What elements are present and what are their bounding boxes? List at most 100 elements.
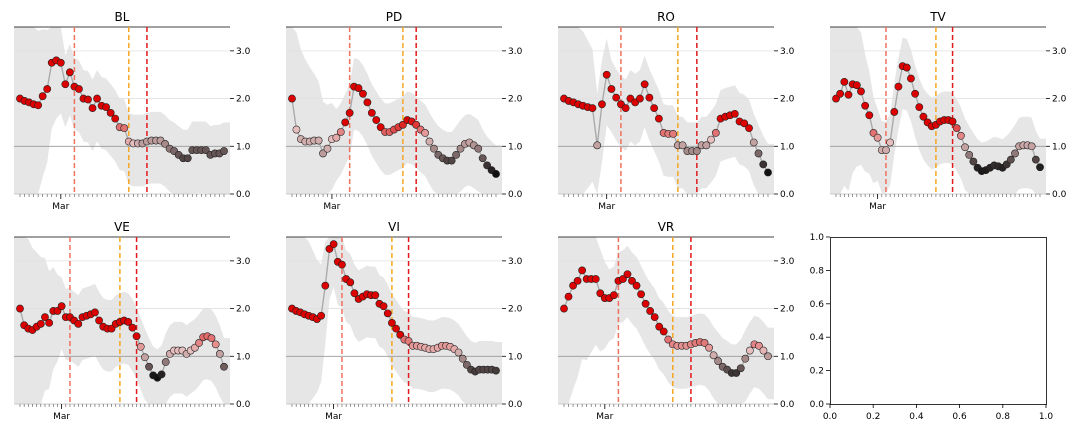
- x-tick-label: 0.2: [866, 412, 880, 422]
- data-point: [93, 94, 101, 103]
- data-point: [1006, 155, 1015, 164]
- data-point: [363, 98, 372, 107]
- data-point: [456, 144, 465, 153]
- y-tick-label: 2.0: [780, 95, 795, 105]
- x-tick-label: 0.8: [996, 412, 1011, 422]
- data-point: [759, 160, 768, 169]
- data-point: [183, 154, 192, 163]
- data-point: [564, 292, 573, 301]
- y-tick-label: 1.0: [236, 352, 251, 362]
- data-point: [607, 85, 616, 93]
- data-point: [371, 291, 380, 300]
- data-point: [492, 170, 500, 178]
- data-point: [412, 120, 421, 129]
- data-point: [573, 276, 582, 285]
- data-point: [425, 137, 434, 146]
- y-tick-label: 3.0: [236, 257, 251, 267]
- data-point: [215, 349, 224, 358]
- y-tick-label: 1.0: [236, 142, 251, 152]
- panel-title: RO: [657, 10, 675, 24]
- data-point: [621, 104, 630, 113]
- data-point: [474, 144, 483, 153]
- data-point: [1011, 149, 1019, 158]
- y-tick-label: 0.0: [236, 400, 251, 410]
- data-point: [120, 124, 129, 133]
- data-point: [956, 131, 965, 140]
- data-point: [669, 129, 678, 138]
- y-tick-label: 1.0: [1052, 142, 1067, 152]
- data-point: [84, 95, 92, 104]
- panel-title: VR: [658, 220, 675, 234]
- data-point: [705, 343, 713, 352]
- y-tick-label: 3.0: [508, 257, 523, 267]
- data-point: [857, 87, 865, 96]
- data-point: [965, 150, 974, 159]
- data-point: [379, 302, 388, 311]
- data-point: [890, 108, 899, 116]
- data-point: [654, 114, 663, 123]
- data-point: [478, 154, 487, 163]
- data-point: [136, 342, 145, 351]
- data-point: [74, 319, 83, 328]
- data-point: [452, 150, 460, 159]
- data-point: [952, 124, 961, 133]
- data-point: [907, 74, 915, 83]
- data-point: [588, 104, 597, 113]
- data-point: [321, 281, 330, 290]
- data-point: [730, 109, 739, 118]
- data-point: [646, 307, 655, 315]
- y-tick-label: 0.0: [780, 190, 795, 200]
- panel-empty: 0.0 0.2 0.4 0.6 0.8 1.0 0.0 0.2 0.4 0.6 0.8 1.0: [810, 233, 1054, 422]
- data-point: [961, 143, 969, 152]
- data-point: [749, 138, 758, 147]
- data-point: [915, 103, 924, 112]
- data-point: [195, 339, 203, 347]
- data-point: [314, 136, 323, 145]
- data-point: [43, 85, 52, 93]
- y-tick-label: 0.0: [1052, 190, 1067, 200]
- data-point: [350, 289, 359, 298]
- data-point: [388, 318, 396, 327]
- data-point: [692, 147, 701, 155]
- axes-frame: [830, 237, 1047, 405]
- data-point: [376, 123, 385, 132]
- data-point: [106, 108, 115, 117]
- panel-pd: PD Mar 0.0 1.0 2.0 3.0: [286, 10, 523, 212]
- panel-title: VI: [388, 220, 400, 234]
- data-point: [336, 128, 345, 136]
- data-point: [288, 94, 296, 103]
- data-point: [711, 129, 720, 137]
- panel-ro: RO Mar 0.0 1.0 2.0 3.0: [558, 10, 795, 212]
- y-tick-label: 0.0: [508, 400, 523, 410]
- x-tick-label: Mar: [869, 202, 886, 212]
- data-point: [619, 275, 627, 283]
- data-point: [844, 90, 853, 99]
- data-point: [969, 157, 978, 166]
- data-point: [161, 139, 169, 148]
- data-point: [709, 351, 718, 360]
- data-point: [492, 366, 500, 375]
- data-point: [873, 133, 882, 142]
- data-point: [637, 290, 645, 299]
- y-tick-label: 2.0: [1052, 95, 1067, 105]
- data-point: [128, 323, 137, 332]
- data-point: [598, 100, 606, 109]
- y-tick-label: 2.0: [780, 305, 795, 315]
- panel-title: VE: [114, 220, 130, 234]
- y-tick-label: 3.0: [508, 47, 523, 57]
- data-point: [861, 101, 870, 110]
- data-point: [16, 304, 24, 313]
- data-point: [632, 281, 641, 290]
- data-point: [354, 84, 363, 92]
- y-tick-label: 2.0: [236, 305, 251, 315]
- data-point: [346, 278, 355, 287]
- data-point: [569, 281, 577, 290]
- y-tick-label: 0.0: [236, 190, 251, 200]
- data-point: [591, 275, 600, 283]
- data-point: [755, 341, 763, 350]
- data-point: [57, 302, 66, 311]
- data-point: [602, 70, 611, 79]
- data-point: [292, 125, 301, 134]
- data-point: [636, 94, 644, 103]
- data-point: [95, 316, 104, 325]
